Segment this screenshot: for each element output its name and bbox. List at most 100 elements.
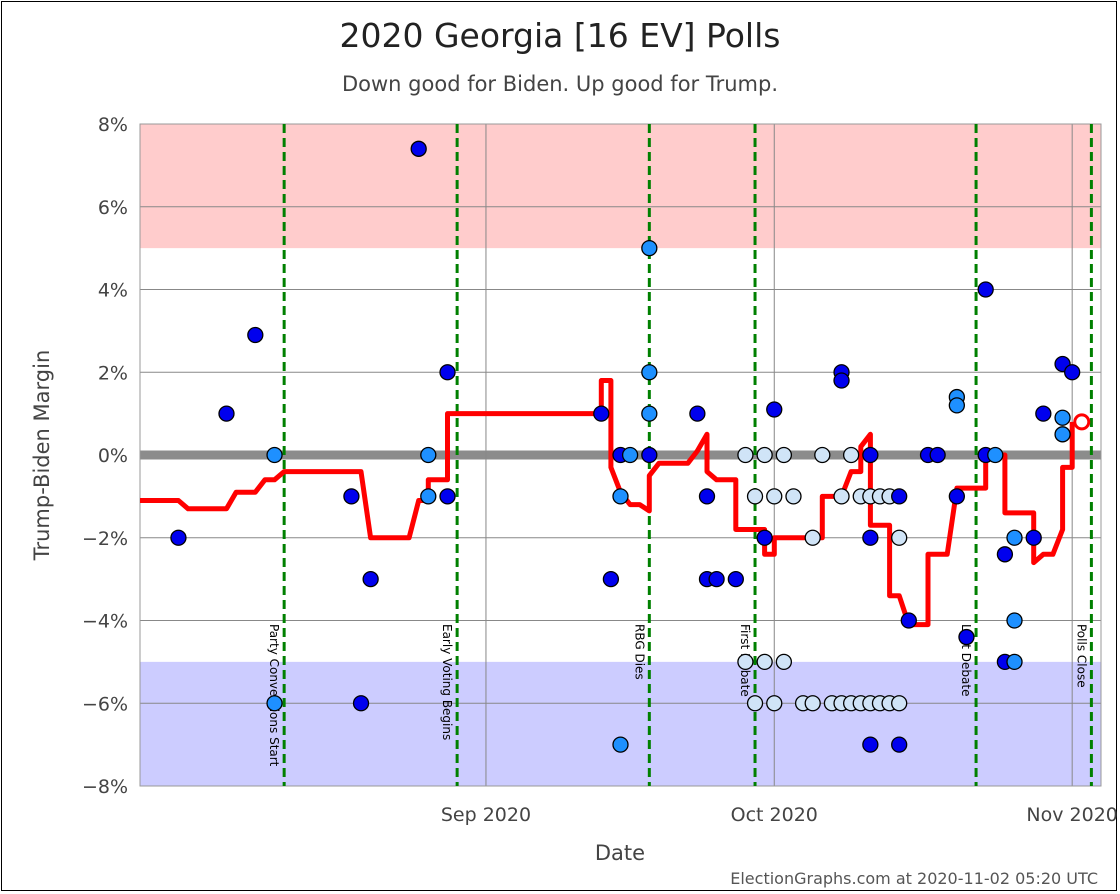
event-label: Polls Close <box>1074 624 1088 688</box>
average-line-group <box>140 378 1075 628</box>
x-tick-label: Nov 2020 <box>1026 804 1117 826</box>
poll-point <box>977 281 994 298</box>
poll-point <box>1006 653 1023 671</box>
poll-point <box>804 529 821 546</box>
poll-point <box>987 446 1004 464</box>
poll-point <box>958 628 975 646</box>
x-axis-ticks: Sep 2020 Oct 2020 Nov 2020 <box>441 804 1118 826</box>
poll-point <box>420 488 437 505</box>
poll-point <box>1064 364 1081 381</box>
poll-point <box>766 488 783 505</box>
footer-credit: ElectionGraphs.com at 2020-11-02 05:20 U… <box>730 869 1098 888</box>
poll-point <box>641 405 658 422</box>
poll-point <box>593 405 610 422</box>
poll-point <box>420 446 437 464</box>
y-tick-label: −4% <box>82 611 128 633</box>
poll-point <box>698 488 716 505</box>
poll-point <box>737 446 754 464</box>
poll-point <box>1006 529 1023 546</box>
y-tick-label: −2% <box>82 528 128 550</box>
y-tick-label: −8% <box>82 776 128 798</box>
y-axis-label: Trump-Biden Margin <box>30 350 54 562</box>
poll-point <box>842 446 860 464</box>
poll-point <box>1006 612 1023 629</box>
poll-point <box>862 736 879 753</box>
x-tick-label: Oct 2020 <box>731 804 818 826</box>
poll-point <box>833 372 850 389</box>
poll-point <box>891 695 908 712</box>
poll-point <box>814 446 831 464</box>
poll-point <box>1025 529 1042 546</box>
poll-point <box>948 397 965 414</box>
poll-point <box>862 529 879 546</box>
poll-point <box>833 488 850 505</box>
y-tick-label: 8% <box>98 114 128 136</box>
event-label: RBG Dies <box>632 624 646 680</box>
poll-point <box>766 401 783 418</box>
poll-point <box>641 239 658 257</box>
poll-point <box>996 546 1014 563</box>
poll-point <box>410 140 427 157</box>
y-tick-label: 0% <box>98 445 128 467</box>
poll-point <box>746 695 764 712</box>
poll-point <box>756 446 773 464</box>
x-tick-label: Sep 2020 <box>441 804 531 826</box>
y-axis-ticks: 8% 6% 4% 2% 0% −2% −4% −6% −8% <box>82 114 128 798</box>
poll-point <box>612 488 629 505</box>
poll-point <box>900 612 917 629</box>
poll-point <box>1054 409 1071 426</box>
current-average-marker <box>1073 413 1091 431</box>
poll-point <box>737 653 754 671</box>
poll-point <box>641 446 658 464</box>
poll-point <box>891 529 908 546</box>
poll-point <box>804 695 821 712</box>
chart-subtitle: Down good for Biden. Up good for Trump. <box>342 72 778 96</box>
poll-point <box>266 695 283 712</box>
poll-point <box>727 570 744 588</box>
poll-point <box>247 326 264 344</box>
poll-point <box>352 695 370 712</box>
poll-point <box>708 570 725 588</box>
poll-point <box>1035 405 1052 422</box>
plot-border <box>139 123 1102 787</box>
average-line <box>140 378 1075 628</box>
y-tick-label: 4% <box>98 280 128 302</box>
poll-point <box>439 364 456 381</box>
poll-point <box>746 488 764 505</box>
poll-point <box>641 364 658 381</box>
y-tick-label: 6% <box>98 197 128 219</box>
chart-title: 2020 Georgia [16 EV] Polls <box>340 16 781 55</box>
current-average-point <box>1073 413 1091 431</box>
poll-point <box>689 405 706 422</box>
poll-point <box>218 405 235 422</box>
poll-point <box>1054 426 1071 443</box>
y-tick-label: −6% <box>82 693 128 715</box>
poll-point <box>775 446 793 464</box>
poll-point <box>766 695 783 712</box>
poll-point <box>862 446 879 464</box>
poll-point <box>929 446 946 464</box>
poll-point <box>948 488 965 505</box>
poll-point <box>891 736 908 753</box>
poll-point <box>621 446 639 464</box>
poll-point <box>170 529 187 546</box>
poll-points <box>170 140 1081 753</box>
poll-point <box>602 570 620 588</box>
event-label: Early Voting Begins <box>440 624 454 740</box>
x-axis-label: Date <box>595 841 645 865</box>
poll-point <box>266 446 283 464</box>
shaded-band <box>140 661 1101 786</box>
poll-point <box>439 488 456 505</box>
y-tick-label: 2% <box>98 362 128 384</box>
poll-point <box>756 529 773 546</box>
poll-point <box>343 488 360 505</box>
poll-point <box>785 488 802 505</box>
poll-point <box>362 570 379 588</box>
shaded-bands <box>140 124 1101 786</box>
shaded-band <box>140 124 1101 249</box>
poll-point <box>775 653 793 671</box>
poll-point <box>891 488 908 505</box>
poll-point <box>756 653 773 671</box>
poll-point <box>612 736 629 753</box>
